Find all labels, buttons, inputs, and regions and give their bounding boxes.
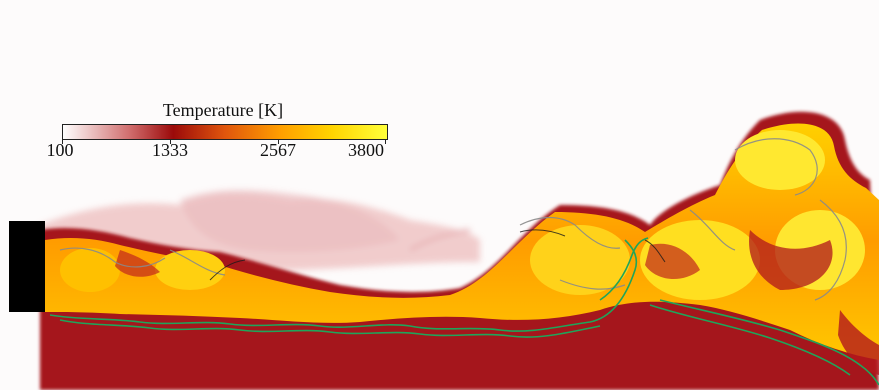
colorbar-tick-label-3: 2567: [260, 140, 296, 160]
iso-lines: [59, 138, 847, 301]
flame-contour-green: [49, 237, 879, 386]
dark-iso-lines: [209, 229, 666, 281]
colorbar-tick: [62, 139, 63, 144]
colorbar-tick-label-2: 1333: [152, 140, 188, 160]
colorbar-title: Temperature [K]: [162, 100, 284, 120]
injector-block: [9, 221, 45, 312]
flame-front-dark: [40, 111, 879, 390]
colorbar-tick: [278, 139, 279, 144]
colorbar-tick: [170, 139, 171, 144]
colorbar-ticks: [62, 139, 386, 145]
colorbar-gradient: [62, 124, 388, 140]
colorbar-legend: Temperature [K] 100 1333 2567 3800: [47, 100, 390, 160]
colorbar-tick-label-min: 100: [46, 140, 74, 160]
colorbar-tick-label-max: 3800: [348, 140, 384, 160]
colorbar-tick: [385, 139, 386, 144]
